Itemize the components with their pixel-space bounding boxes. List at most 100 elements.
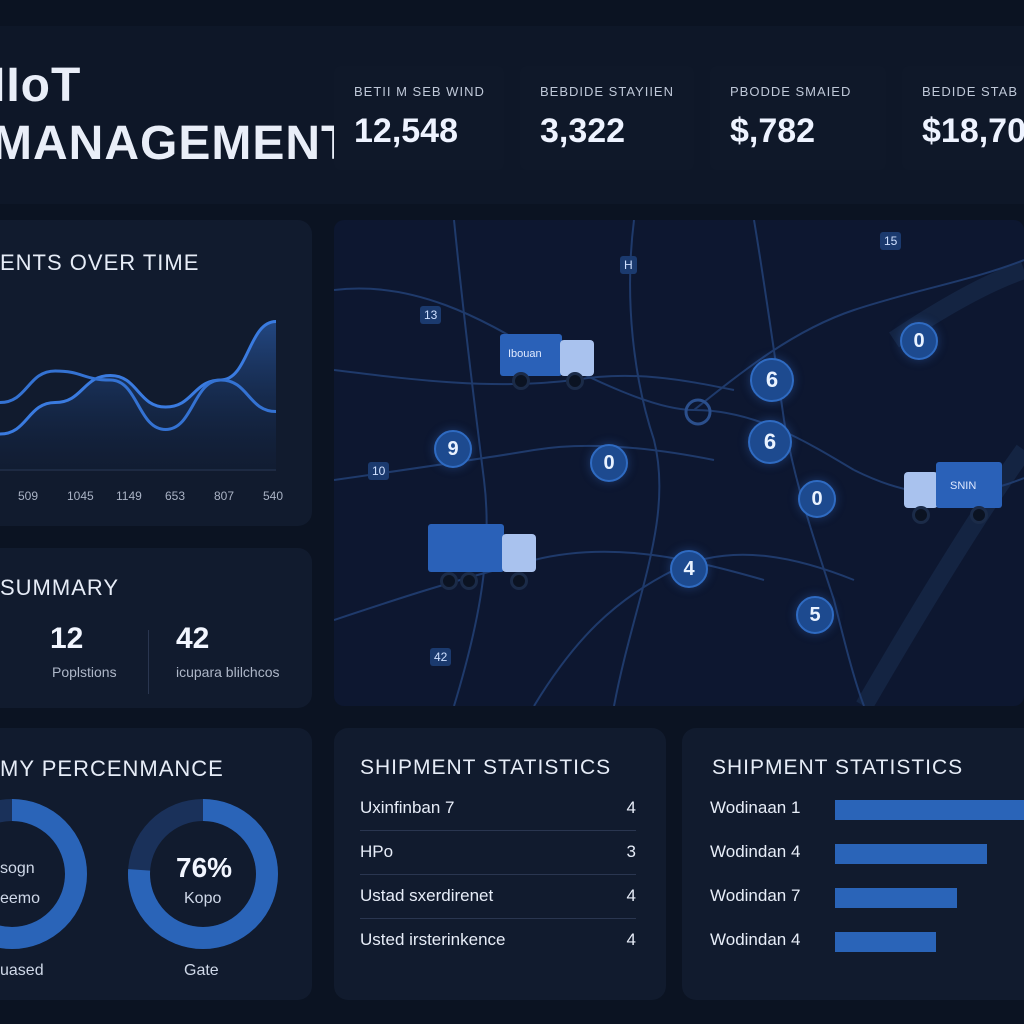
app-title-line1: IIoT [0,59,82,112]
app-title-line2: MANAGEMENT [0,117,352,170]
row-value: 4 [626,886,636,905]
app-title: IIoT MANAGEMENT [0,62,351,168]
truck-2[interactable] [426,522,546,592]
events-x-tick: 807 [214,489,235,503]
bar-fill [835,932,936,952]
kpi-value: 12,548 [354,112,458,150]
kpi-card-3[interactable]: PBODDE SMAIED $,782 [710,66,886,170]
summary-label-2: icupara blilchcos [176,664,280,680]
kpi-value: 3,322 [540,112,626,150]
donut-2-label: Kopo [184,890,222,907]
truck-body [936,462,1002,508]
row-value: 4 [626,798,636,817]
truck-3[interactable]: SNIN [902,456,1012,526]
truck-label: Ibouan [508,348,542,360]
performance-title: MY PERCENMANCE [0,756,224,781]
events-series-line [0,320,277,436]
bar-label: Wodinaan 1 [710,798,801,817]
map-pin-marker[interactable]: 6 [750,358,794,402]
truck-wheel [440,572,458,590]
map-pin-marker[interactable]: 6 [748,420,792,464]
bar-row[interactable]: Wodindan 7 [710,882,1024,914]
truck-wheel [566,372,584,390]
summary-panel [0,548,312,708]
truck-body [500,334,562,376]
donut-2-arc [128,799,278,949]
bar-row[interactable]: Wodinaan 1 [710,794,1024,826]
map-road [453,220,488,706]
map-road [693,259,1024,411]
map-pin-marker[interactable]: 0 [798,480,836,518]
road-label-10: 10 [368,462,390,480]
map-pin-marker[interactable]: 5 [796,596,834,634]
kpi-label: PBODDE SMAIED [730,84,852,99]
kpi-label: BEDIDE STAB [922,84,1019,99]
events-x-tick: 540 [263,489,284,503]
map-pin-marker[interactable]: 0 [590,444,628,482]
kpi-value: $,782 [730,112,816,150]
truck-wheel [510,572,528,590]
truck-wheel [912,506,930,524]
shipment-stats-title: SHIPMENT STATISTICS [360,756,612,779]
bar-fill [835,800,1024,820]
events-series-line [0,369,277,432]
bar-fill [835,888,957,908]
row-name: HPo [360,842,394,861]
events-chart-title: ENTS OVER TIME [0,250,200,275]
donut-2-footer: Gate [184,962,219,979]
donut-1-label-1: sogn [0,860,35,877]
truck-1[interactable]: Ibouan [494,324,604,394]
table-row[interactable]: Uxinfinban 7 4 [360,786,636,831]
row-name: Usted irsterinkence [360,930,506,949]
events-area [0,321,276,470]
table-row[interactable]: Usted irsterinkence 4 [360,918,636,962]
row-value: 3 [626,842,636,861]
bar-fill [835,844,987,864]
kpi-label: BEBDIDE STAYIIEN [540,84,674,99]
map-road [613,220,661,706]
events-x-tick: 1045 [67,489,94,503]
donut-2 [128,799,278,949]
truck-cab [560,340,594,376]
fleet-map[interactable]: 13 15 H 10 42 6 6 0 0 9 0 4 5 Ibouan SNI… [334,220,1024,706]
shipment-bars-title: SHIPMENT STATISTICS [712,756,964,779]
donut-1-label-2: eemo [0,890,41,907]
summary-value-2: 42 [176,622,210,655]
kpi-card-1[interactable]: BETII M SEB WIND 12,548 [334,66,504,170]
map-river [856,444,1024,706]
donut-1 [0,799,87,949]
bar-label: Wodindan 7 [710,886,801,905]
row-value: 4 [626,930,636,949]
truck-wheel [460,572,478,590]
road-label-42: 42 [430,648,452,666]
events-chart [0,320,277,471]
kpi-value: $18,70 [922,112,1024,150]
truck-cab [904,472,938,508]
road-label-13: 13 [420,306,442,324]
bar-row[interactable]: Wodindan 4 [710,926,1024,958]
events-x-tick: 509 [18,489,39,503]
road-label-h: H [620,256,637,274]
map-pin-marker[interactable]: 9 [434,430,472,468]
summary-label-1: Poplstions [52,664,117,680]
performance-donuts [0,799,278,949]
truck-cab [502,534,536,572]
map-pin-marker[interactable]: 0 [900,322,938,360]
donut-1-arc [0,799,87,949]
donut-2-value: 76% [176,852,233,883]
bar-row[interactable]: Wodindan 4 [710,838,1024,870]
kpi-card-4[interactable]: BEDIDE STAB $18,70 [902,66,1024,170]
table-row[interactable]: HPo 3 [360,830,636,875]
truck-body [428,524,504,572]
summary-value-1: 12 [50,622,84,655]
kpi-card-2[interactable]: BEBDIDE STAYIIEN 3,322 [520,66,694,170]
kpi-label: BETII M SEB WIND [354,84,485,99]
table-row[interactable]: Ustad sxerdirenet 4 [360,874,636,919]
truck-wheel [970,506,988,524]
summary-title: SUMMARY [0,575,120,600]
bar-label: Wodindan 4 [710,842,801,861]
events-x-tick: 653 [165,489,186,503]
donut-1-footer: uased [0,962,44,979]
shipment-bars-panel [682,728,1024,1000]
map-pin-marker[interactable]: 4 [670,550,708,588]
